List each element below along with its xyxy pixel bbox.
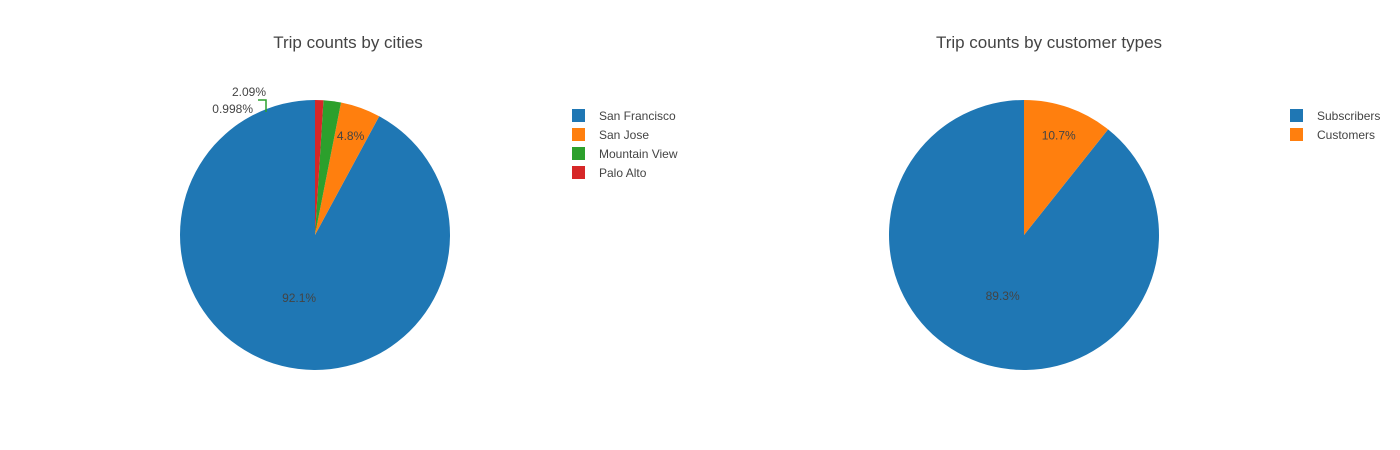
legend-item-palo-alto[interactable]: Palo Alto	[572, 163, 678, 182]
pie-chart-customer-types: Trip counts by customer types 89.3% 10.7%…	[700, 0, 1400, 450]
legend-swatch	[1290, 109, 1303, 122]
chart-title: Trip counts by customer types	[935, 33, 1163, 52]
legend-label: Subscribers	[1317, 108, 1381, 123]
chart-title: Trip counts by cities	[273, 33, 423, 52]
legend-swatch	[572, 128, 585, 141]
legend-label: San Francisco	[599, 108, 676, 123]
leader-line-mountain-view	[258, 99, 267, 112]
legend-item-mountain-view[interactable]: Mountain View	[572, 144, 678, 163]
pie-slice-san-jose[interactable]	[315, 102, 380, 235]
legend-swatch	[572, 109, 585, 122]
pie-slice-san-francisco[interactable]	[179, 100, 450, 371]
pie-plot-cities: 92.1% 4.8% 2.09% 0.998%	[179, 85, 450, 371]
legend-label: Mountain View	[599, 146, 678, 161]
slice-label-palo-alto: 0.998%	[212, 102, 253, 116]
slice-label-san-jose: 4.8%	[337, 129, 365, 143]
legend-item-san-francisco[interactable]: San Francisco	[572, 106, 678, 125]
slice-label-san-francisco: 92.1%	[282, 291, 316, 305]
legend-cities: San Francisco San Jose Mountain View Palo A…	[572, 106, 678, 182]
legend-label: San Jose	[599, 127, 650, 142]
slice-label-customers: 10.7%	[1042, 129, 1076, 143]
legend-swatch	[572, 147, 585, 160]
slice-label-subscribers: 89.3%	[986, 289, 1020, 303]
slice-label-mountain-view: 2.09%	[232, 85, 266, 99]
pie-plot-customer-types: 89.3% 10.7%	[889, 100, 1159, 370]
legend-label: Customers	[1317, 127, 1376, 142]
legend-label: Palo Alto	[599, 165, 647, 180]
pie-slice-mountain-view[interactable]	[315, 100, 342, 236]
legend-swatch	[572, 166, 585, 179]
legend-item-san-jose[interactable]: San Jose	[572, 125, 678, 144]
pie-slice-customers[interactable]	[1024, 100, 1109, 235]
legend-item-customers[interactable]: Customers	[1290, 125, 1380, 144]
pie-chart-cities: Trip counts by cities 92.1% 4.8% 2.09% 0.99…	[179, 33, 678, 371]
legend-item-subscribers[interactable]: Subscribers	[1290, 106, 1380, 125]
legend-customer-types: Subscribers Customers	[1290, 106, 1380, 144]
pie-slice-palo-alto[interactable]	[315, 100, 324, 235]
legend-swatch	[1290, 128, 1303, 141]
